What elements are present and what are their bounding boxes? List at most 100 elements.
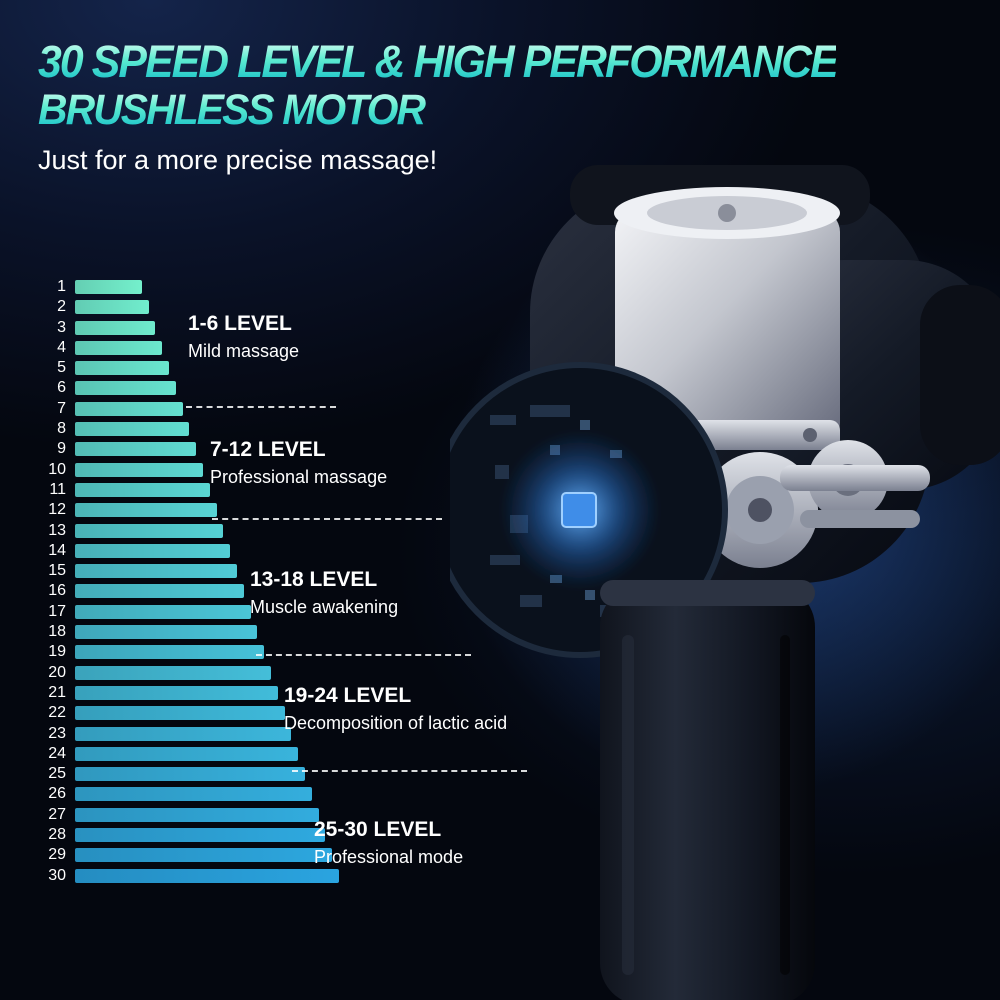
bar-rows: 1 2 3 4 5 6 7 8 9 10 11 12 13 14 15 16 17 18 19 20 21 22 23 24 2… (36, 278, 339, 889)
bar-row: 29 (36, 846, 339, 864)
level-bar (75, 685, 278, 700)
bar-row: 3 (36, 318, 339, 336)
bar-row: 18 (36, 624, 339, 640)
level-bar (75, 340, 163, 355)
massage-gun-photo (450, 165, 1000, 1000)
level-number: 10 (48, 460, 66, 478)
level-number: 22 (48, 704, 66, 722)
dashed-divider (292, 770, 527, 772)
level-bar (75, 807, 319, 822)
level-number: 4 (57, 338, 66, 356)
level-number: 12 (48, 501, 66, 519)
bar-row: 6 (36, 380, 339, 396)
level-group-desc: Decomposition of lactic acid (284, 713, 508, 733)
level-number: 16 (48, 582, 66, 600)
bar-row: 14 (36, 541, 339, 559)
level-bar (75, 462, 203, 477)
level-number: 7 (57, 399, 66, 417)
level-bar (75, 706, 285, 721)
dashed-divider (212, 518, 442, 520)
level-number: 27 (48, 805, 66, 823)
level-number: 25 (48, 765, 66, 783)
level-group-desc: Professional mode (314, 847, 464, 867)
bar-row: 22 (36, 704, 339, 722)
level-number: 15 (48, 562, 66, 580)
bar-row: 19 (36, 643, 339, 661)
level-bar (75, 564, 237, 579)
level-number: 24 (48, 744, 66, 762)
bar-row: 1 (36, 278, 339, 295)
bar-row: 11 (36, 480, 339, 498)
level-bar (75, 645, 265, 660)
level-group-3: 13-18 LEVEL Muscle awakening (250, 568, 398, 618)
level-number: 11 (49, 480, 66, 498)
level-number: 1 (57, 278, 66, 295)
level-group-range: 1-6 LEVEL (188, 312, 292, 335)
bar-row: 28 (36, 827, 339, 843)
bar-row: 24 (36, 744, 339, 762)
speed-level-chart: 1 2 3 4 5 6 7 8 9 10 11 12 13 14 15 16 17 18 19 20 21 22 23 24 2… (36, 278, 596, 910)
dashed-divider (186, 406, 336, 408)
level-bar (75, 746, 299, 761)
bar-row: 17 (36, 602, 339, 620)
level-group-5: 25-30 LEVEL Professional mode (314, 818, 463, 868)
level-bar (75, 625, 258, 640)
bar-row: 16 (36, 582, 339, 600)
level-number: 14 (48, 541, 66, 559)
bar-row: 23 (36, 724, 339, 742)
bar-row: 8 (36, 420, 339, 438)
bar-row: 2 (36, 298, 339, 316)
dashed-divider (256, 654, 471, 656)
bar-row: 7 (36, 399, 339, 417)
bar-row: 10 (36, 460, 339, 478)
bar-row: 21 (36, 684, 339, 700)
level-group-desc: Muscle awakening (250, 597, 399, 617)
bar-row: 12 (36, 501, 339, 519)
level-group-4: 19-24 LEVEL Decomposition of lactic acid (284, 684, 507, 734)
level-bar (75, 503, 217, 518)
level-bar (75, 665, 271, 680)
bar-row: 20 (36, 663, 339, 681)
level-group-desc: Professional massage (210, 467, 388, 487)
bar-row: 5 (36, 359, 339, 377)
level-bar (75, 543, 231, 558)
level-number: 5 (57, 359, 66, 377)
level-bar (75, 422, 190, 437)
bar-row: 25 (36, 765, 339, 783)
level-number: 26 (48, 785, 66, 803)
level-bar (75, 604, 251, 619)
level-bar (75, 482, 210, 497)
level-group-desc: Mild massage (188, 341, 300, 361)
level-bar (75, 300, 149, 315)
level-bar (75, 848, 333, 863)
header: 30 SPEED LEVEL & HIGH PERFORMANCE BRUSHL… (38, 37, 878, 176)
level-bar (75, 381, 176, 396)
level-number: 9 (57, 440, 66, 458)
level-number: 3 (57, 318, 66, 336)
level-group-1: 1-6 LEVEL Mild massage (188, 312, 299, 362)
level-bar (75, 726, 292, 741)
bar-row: 9 (36, 440, 339, 458)
level-group-2: 7-12 LEVEL Professional massage (210, 438, 387, 488)
level-number: 30 (48, 866, 66, 884)
level-group-range: 7-12 LEVEL (210, 438, 326, 461)
level-number: 13 (48, 521, 66, 539)
level-number: 20 (48, 663, 66, 681)
level-number: 2 (57, 298, 66, 316)
level-bar (75, 787, 312, 802)
bar-row: 30 (36, 866, 339, 884)
gun-handle (600, 580, 815, 1000)
level-group-range: 25-30 LEVEL (314, 818, 442, 841)
level-number: 17 (48, 602, 66, 620)
level-bar (75, 320, 156, 335)
level-bar (75, 584, 244, 599)
level-number: 23 (48, 724, 66, 742)
bar-row: 27 (36, 805, 339, 823)
level-group-range: 13-18 LEVEL (250, 568, 378, 591)
level-number: 8 (57, 420, 66, 438)
level-bar (75, 767, 305, 782)
level-bar (75, 361, 169, 376)
level-number: 29 (48, 846, 66, 864)
level-number: 19 (48, 643, 66, 661)
